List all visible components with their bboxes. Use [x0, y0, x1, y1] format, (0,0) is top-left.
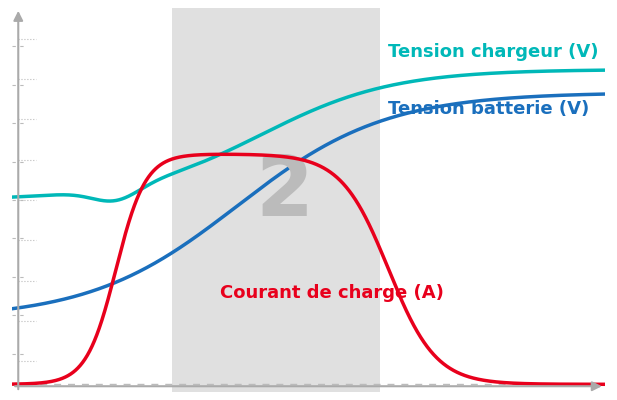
Text: Tension chargeur (V): Tension chargeur (V) [389, 42, 599, 60]
Text: 2: 2 [256, 152, 314, 233]
Text: Tension batterie (V): Tension batterie (V) [389, 100, 590, 118]
Text: Courant de charge (A): Courant de charge (A) [220, 284, 444, 302]
Polygon shape [172, 8, 379, 392]
